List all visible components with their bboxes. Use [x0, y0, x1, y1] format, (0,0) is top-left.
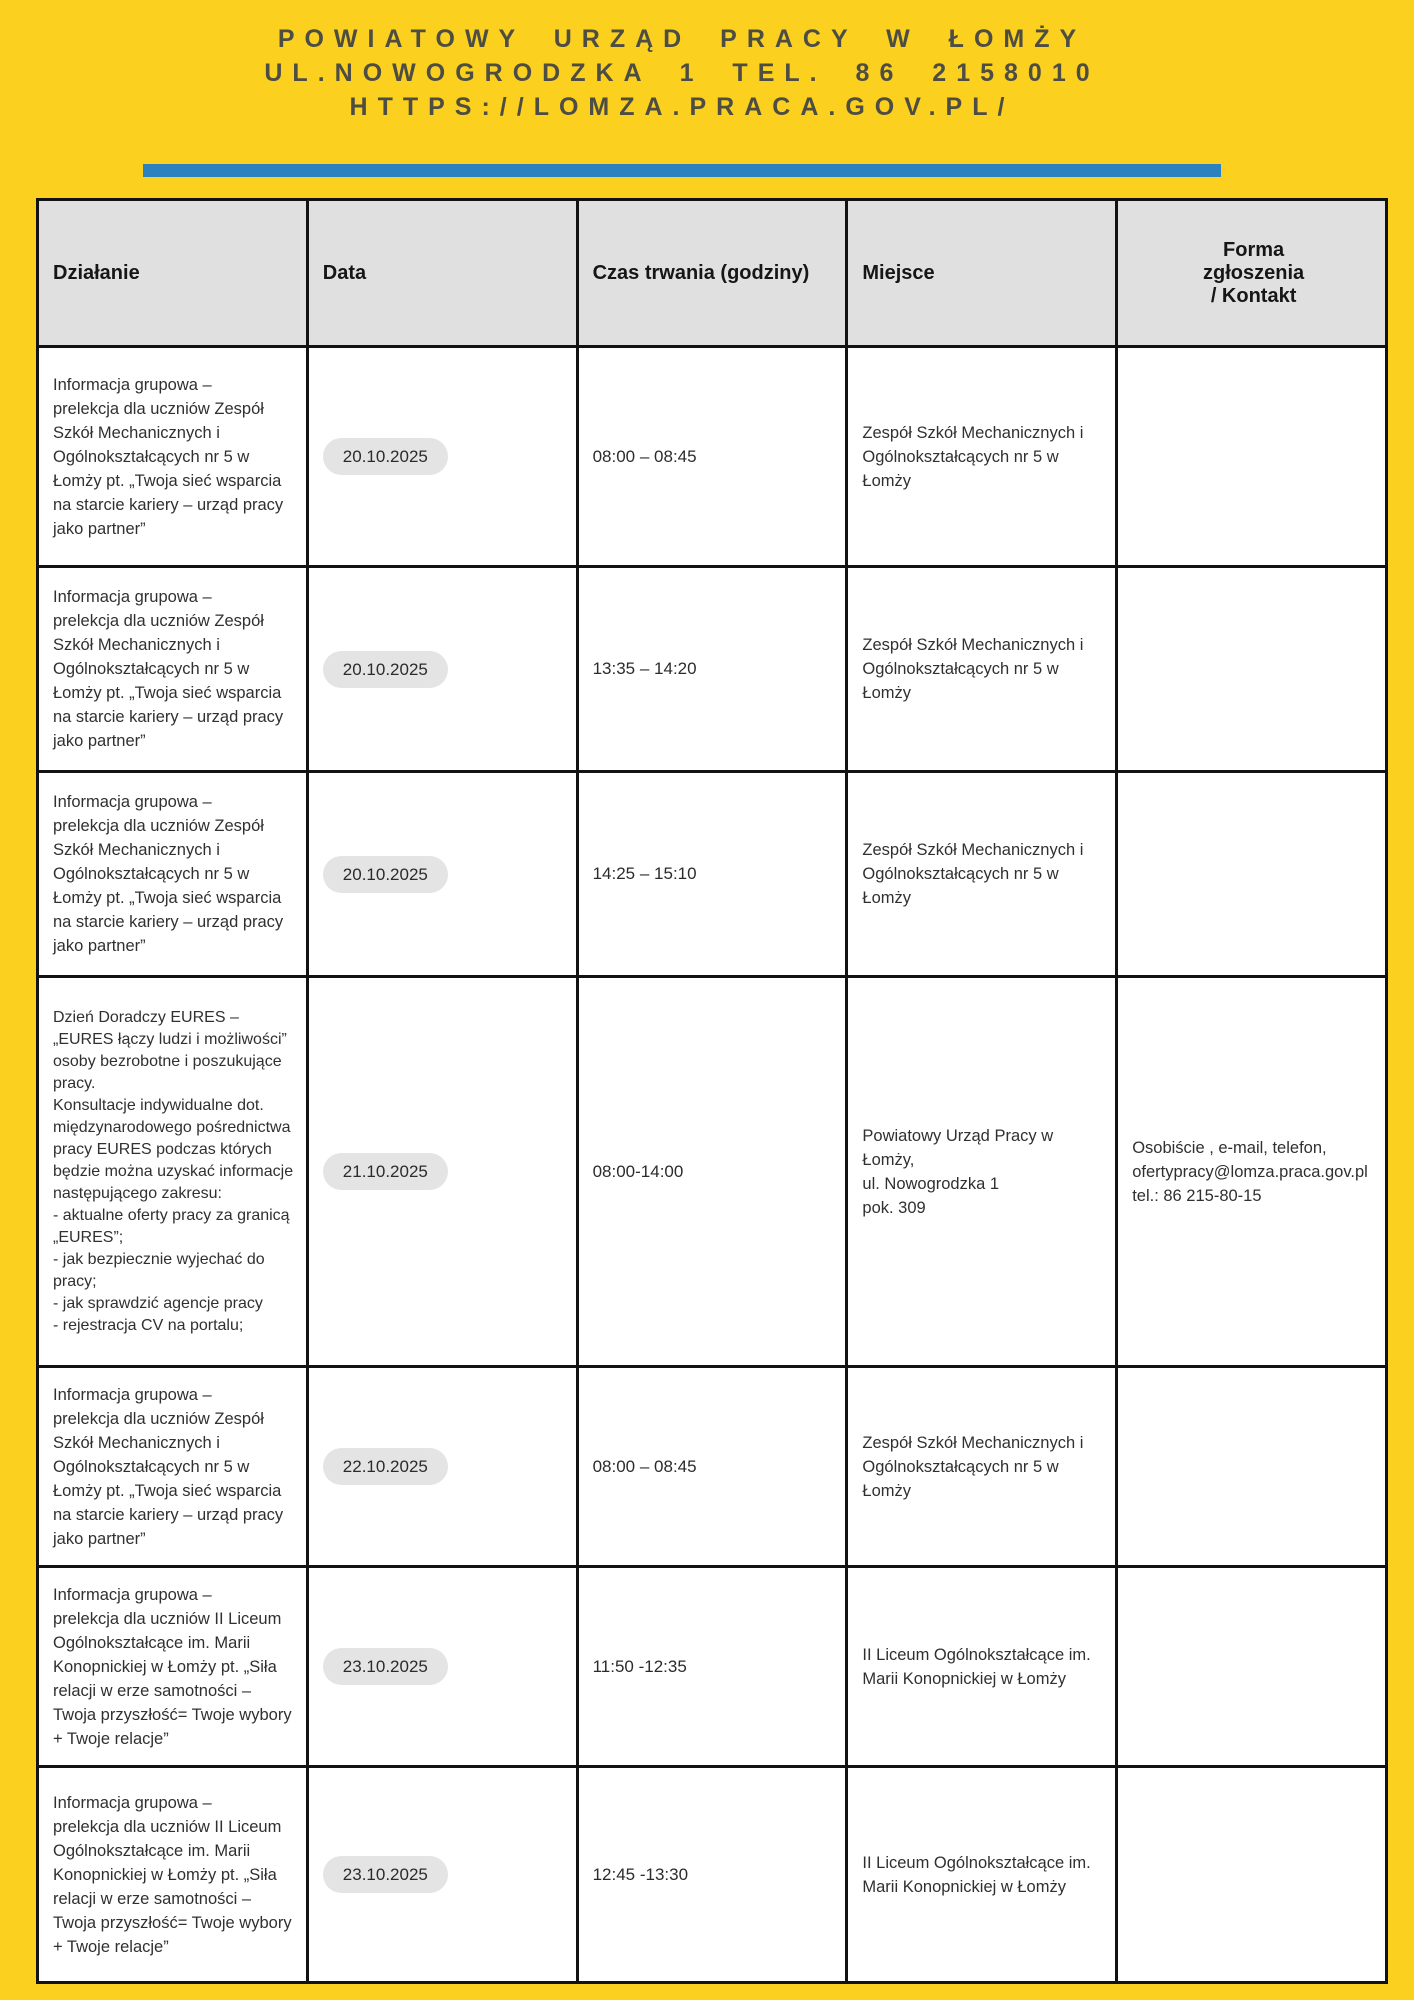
accent-bar	[143, 164, 1221, 177]
cell-place: Powiatowy Urząd Pracy w Łomży, ul. Nowog…	[845, 975, 1119, 1368]
column-header-data: Data	[305, 198, 579, 348]
cell-duration: 13:35 – 14:20	[575, 565, 849, 773]
date-badge: 20.10.2025	[322, 650, 448, 688]
column-header-czas: Czas trwania (godziny)	[575, 198, 849, 348]
column-header-dzialanie: Działanie	[36, 198, 309, 348]
cell-place: II Liceum Ogólnokształcące im. Marii Kon…	[845, 1565, 1119, 1768]
masthead: POWIATOWY URZĄD PRACY W ŁOMŻY UL.NOWOGRO…	[143, 0, 1221, 124]
header-row: Działanie Data Czas trwania (godziny) Mi…	[36, 198, 1388, 348]
table-row: Informacja grupowa – prelekcja dla uczni…	[36, 770, 1388, 978]
table-row: Informacja grupowa – prelekcja dla uczni…	[36, 565, 1388, 773]
cell-place: II Liceum Ogólnokształcące im. Marii Kon…	[845, 1765, 1119, 1984]
cell-duration: 08:00-14:00	[575, 975, 849, 1368]
cell-contact	[1115, 1365, 1388, 1568]
cell-date: 23.10.2025	[305, 1765, 579, 1984]
date-badge: 23.10.2025	[322, 1648, 448, 1685]
cell-dzialanie: Informacja grupowa – prelekcja dla uczni…	[36, 565, 309, 773]
cell-date: 20.10.2025	[305, 345, 579, 568]
date-badge: 23.10.2025	[322, 1856, 448, 1893]
column-header-miejsce: Miejsce	[845, 198, 1119, 348]
office-name: POWIATOWY URZĄD PRACY W ŁOMŻY	[277, 25, 1087, 53]
cell-duration: 08:00 – 08:45	[575, 345, 849, 568]
cell-place: Zespół Szkół Mechanicznych i Ogólnokszta…	[845, 565, 1119, 773]
cell-dzialanie: Informacja grupowa – prelekcja dla uczni…	[36, 345, 309, 568]
cell-dzialanie: Informacja grupowa – prelekcja dla uczni…	[36, 1765, 309, 1984]
cell-contact	[1115, 770, 1388, 978]
table-row: Informacja grupowa – prelekcja dla uczni…	[36, 1765, 1388, 1984]
column-header-kontakt: Forma zgłoszenia / Kontakt	[1115, 198, 1388, 348]
date-badge: 21.10.2025	[322, 1153, 448, 1190]
date-badge: 20.10.2025	[322, 438, 448, 475]
cell-date: 20.10.2025	[305, 770, 579, 978]
cell-dzialanie: Informacja grupowa – prelekcja dla uczni…	[36, 770, 309, 978]
cell-place: Zespół Szkół Mechanicznych i Ogólnokszta…	[845, 345, 1119, 568]
office-website: HTTPS://LOMZA.PRACA.GOV.PL/	[349, 93, 1015, 121]
cell-contact	[1115, 565, 1388, 773]
cell-date: 20.10.2025	[305, 565, 579, 773]
cell-contact: Osobiście , e-mail, telefon, ofertypracy…	[1115, 975, 1388, 1368]
date-badge: 20.10.2025	[322, 855, 448, 893]
date-badge: 22.10.2025	[322, 1448, 448, 1485]
cell-contact	[1115, 1565, 1388, 1768]
table-row: Informacja grupowa – prelekcja dla uczni…	[36, 1565, 1388, 1768]
table-row: Dzień Doradczy EURES – „EURES łączy ludz…	[36, 975, 1388, 1368]
cell-dzialanie: Informacja grupowa – prelekcja dla uczni…	[36, 1565, 309, 1768]
table-row: Informacja grupowa – prelekcja dla uczni…	[36, 1365, 1388, 1568]
office-address-phone: UL.NOWOGRODZKA 1 TEL. 86 2158010	[264, 59, 1100, 87]
cell-contact	[1115, 345, 1388, 568]
cell-duration: 11:50 -12:35	[575, 1565, 849, 1768]
cell-duration: 14:25 – 15:10	[575, 770, 849, 978]
cell-date: 22.10.2025	[305, 1365, 579, 1568]
schedule-table: Działanie Data Czas trwania (godziny) Mi…	[36, 198, 1388, 1984]
cell-dzialanie: Informacja grupowa – prelekcja dla uczni…	[36, 1365, 309, 1568]
cell-dzialanie: Dzień Doradczy EURES – „EURES łączy ludz…	[36, 975, 309, 1368]
cell-duration: 12:45 -13:30	[575, 1765, 849, 1984]
table-row: Informacja grupowa – prelekcja dla uczni…	[36, 345, 1388, 568]
cell-date: 23.10.2025	[305, 1565, 579, 1768]
cell-contact	[1115, 1765, 1388, 1984]
cell-place: Zespół Szkół Mechanicznych i Ogólnokszta…	[845, 1365, 1119, 1568]
cell-place: Zespół Szkół Mechanicznych i Ogólnokszta…	[845, 770, 1119, 978]
cell-duration: 08:00 – 08:45	[575, 1365, 849, 1568]
cell-date: 21.10.2025	[305, 975, 579, 1368]
